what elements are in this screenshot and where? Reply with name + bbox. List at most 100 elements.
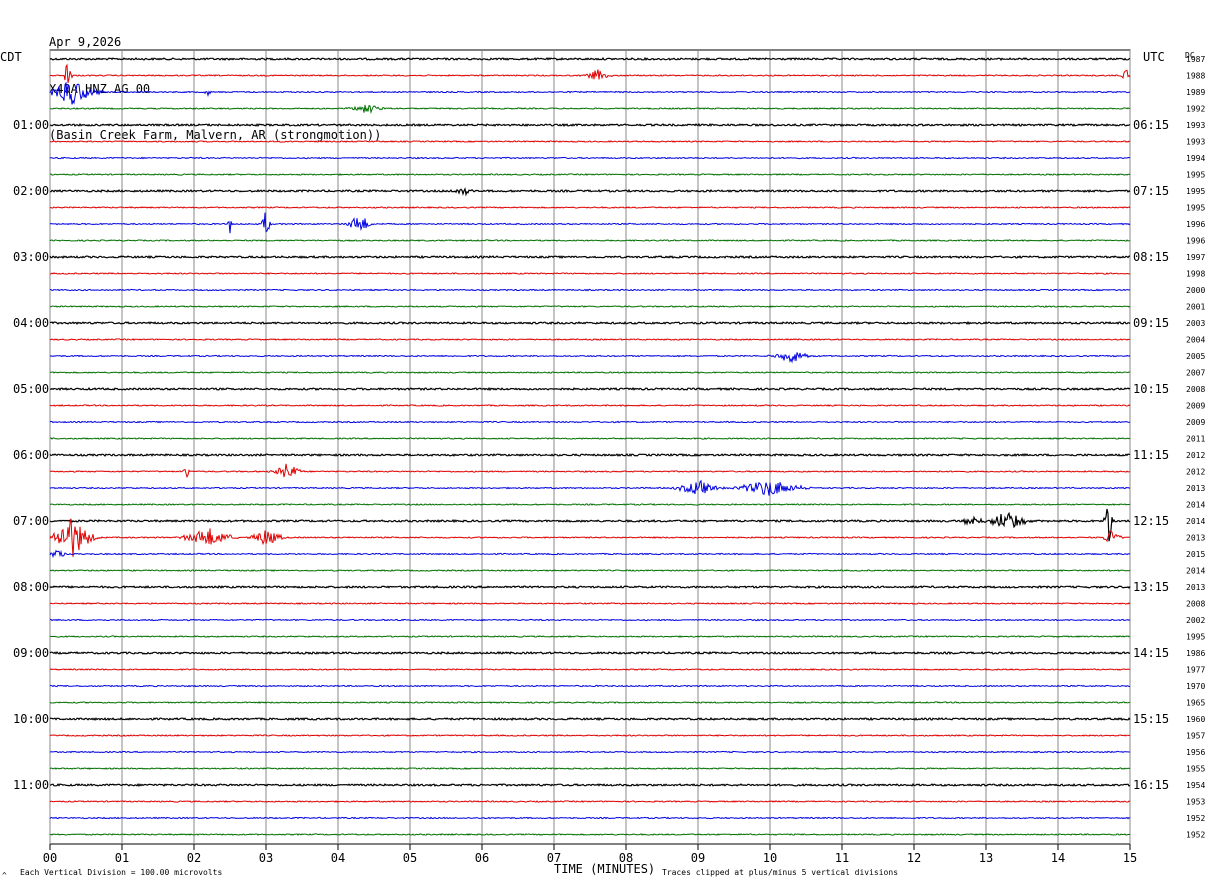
trace-line	[49, 420, 1131, 424]
left-tick-label: 10:00	[13, 712, 49, 726]
trace-line	[49, 320, 1131, 326]
dc-value: 2014	[1186, 501, 1205, 510]
trace-line	[49, 239, 1131, 242]
dc-value: 1988	[1186, 72, 1205, 81]
right-tick-label: 10:15	[1133, 382, 1169, 396]
x-tick-label: 03	[259, 851, 273, 865]
dc-value: 1954	[1186, 781, 1205, 790]
dc-value: 2011	[1186, 435, 1205, 444]
left-tick-label: 11:00	[13, 778, 49, 792]
dc-value: 1995	[1186, 633, 1205, 642]
trace-line	[49, 767, 1131, 770]
trace-line	[49, 716, 1131, 722]
x-tick-label: 10	[763, 851, 777, 865]
left-tick-label: 09:00	[13, 646, 49, 660]
trace-line	[49, 81, 1131, 105]
trace-line	[49, 701, 1131, 704]
right-tick-label: 12:15	[1133, 514, 1169, 528]
trace-line	[49, 187, 1131, 197]
trace-line	[50, 173, 1131, 176]
trace-line	[49, 437, 1131, 440]
trace-line	[49, 254, 1131, 260]
x-tick-label: 14	[1051, 851, 1065, 865]
traces	[49, 56, 1131, 836]
chart-header: Apr 9,2026 X40A HNZ AG 00 (Basin Creek F…	[49, 4, 381, 159]
trace-line	[49, 212, 1131, 234]
dc-value: 1995	[1186, 171, 1205, 180]
trace-line	[49, 816, 1131, 820]
trace-line	[49, 479, 1131, 496]
trace-line	[49, 352, 1131, 364]
dc-value: 1952	[1186, 831, 1205, 840]
dc-value: 1992	[1186, 105, 1205, 114]
x-tick-label: 04	[331, 851, 345, 865]
trace-line	[49, 338, 1131, 341]
trace-line	[49, 371, 1131, 374]
dc-value: 2004	[1186, 336, 1205, 345]
trace-line	[49, 734, 1131, 737]
dc-value: 1993	[1186, 138, 1205, 147]
right-tick-label: 07:15	[1133, 184, 1169, 198]
trace-line	[49, 386, 1131, 392]
x-tick-label: 07	[547, 851, 561, 865]
dc-value: 2014	[1186, 567, 1205, 576]
grid-lines	[49, 50, 1131, 844]
trace-line	[49, 463, 1131, 479]
dc-value: 1998	[1186, 270, 1205, 279]
dc-value: 1965	[1186, 699, 1205, 708]
dc-value: 1977	[1186, 666, 1205, 675]
left-tick-label: 07:00	[13, 514, 49, 528]
left-tick-label: 01:00	[13, 118, 49, 132]
x-tick-label: 00	[43, 851, 57, 865]
dc-value: 1989	[1186, 88, 1205, 97]
corner-mark-icon: ^	[2, 871, 7, 880]
dc-value: 2015	[1186, 550, 1205, 559]
right-tick-label: 13:15	[1133, 580, 1169, 594]
x-tick-label: 12	[907, 851, 921, 865]
trace-line	[50, 305, 1131, 308]
x-tick-label: 06	[475, 851, 489, 865]
x-axis-title: TIME (MINUTES)	[554, 862, 655, 876]
trace-line	[49, 549, 1131, 559]
trace-line	[49, 503, 1131, 506]
dc-value: 1970	[1186, 682, 1205, 691]
trace-line	[49, 602, 1131, 605]
trace-line	[49, 63, 1131, 84]
dc-value: 2008	[1186, 385, 1205, 394]
dc-value: 1953	[1186, 798, 1205, 807]
dc-label: DC	[1185, 51, 1195, 60]
trace-line	[49, 206, 1131, 209]
left-tick-label: 04:00	[13, 316, 49, 330]
x-tick-label: 11	[835, 851, 849, 865]
left-tick-label: 02:00	[13, 184, 49, 198]
trace-line	[49, 122, 1131, 128]
dc-value: 2003	[1186, 319, 1205, 328]
trace-line	[50, 750, 1130, 754]
chart-location: (Basin Creek Farm, Malvern, AR (strongmo…	[49, 128, 382, 142]
left-axis-label: CDT	[0, 50, 22, 64]
dc-value: 1986	[1186, 649, 1205, 658]
scale-note: Each Vertical Division = 100.00 microvol…	[20, 868, 222, 877]
dc-value: 2000	[1186, 286, 1205, 295]
trace-line	[49, 508, 1131, 542]
x-tick-label: 15	[1123, 851, 1137, 865]
axes: 00 01 02 03 04 05 06 07 08 09 10 11 12 13 14 15 1987 1988…	[13, 55, 1205, 865]
dc-value: 1997	[1186, 253, 1205, 262]
x-tick-label: 09	[691, 851, 705, 865]
dc-value: 1995	[1186, 204, 1205, 213]
dc-value: 2013	[1186, 484, 1205, 493]
trace-line	[49, 800, 1131, 803]
trace-line	[49, 452, 1131, 458]
trace-line	[49, 156, 1131, 160]
right-tick-label: 15:15	[1133, 712, 1169, 726]
trace-line	[49, 650, 1131, 655]
dc-value: 2005	[1186, 352, 1205, 361]
dc-value: 1956	[1186, 748, 1205, 757]
dc-value: 1996	[1186, 237, 1205, 246]
dc-value: 1955	[1186, 765, 1205, 774]
dc-value: 1995	[1186, 187, 1205, 196]
dc-value: 1952	[1186, 814, 1205, 823]
x-tick-label: 02	[187, 851, 201, 865]
right-tick-label: 08:15	[1133, 250, 1169, 264]
